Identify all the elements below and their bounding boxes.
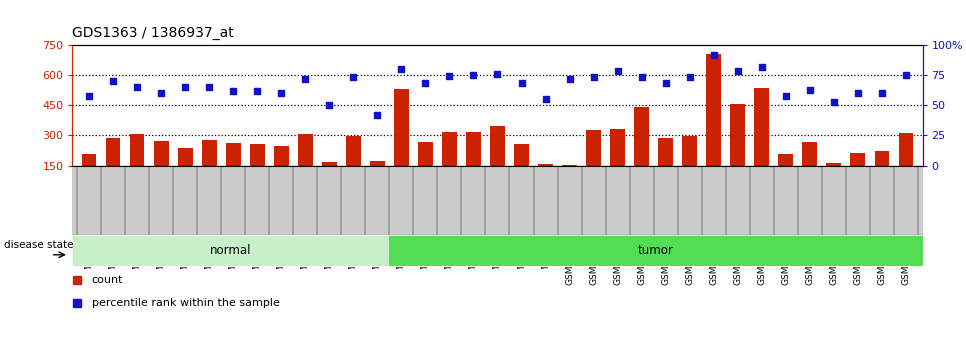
Bar [491,126,504,196]
Point [898,72,914,78]
Bar [611,129,625,196]
Bar [874,150,889,196]
Point [178,85,193,90]
Point [81,93,97,98]
Point [466,72,481,78]
Point [778,93,793,98]
Bar [730,104,745,196]
Text: tumor: tumor [638,244,673,257]
Point [273,90,289,96]
Point [514,81,529,86]
Point [249,88,265,93]
Bar [370,160,384,196]
Point [658,81,673,86]
Point [753,64,769,69]
Point [298,76,313,81]
Bar [659,138,672,196]
Bar [178,148,192,196]
Point [538,96,554,102]
Point [370,112,385,118]
Bar [130,135,145,196]
Point [417,81,433,86]
Bar [706,54,721,196]
Bar [323,161,336,196]
Bar [586,130,601,196]
Bar [898,134,913,196]
Bar [827,162,840,196]
Text: count: count [92,275,124,285]
Point [226,88,242,93]
Point [105,78,121,84]
Bar [682,136,696,196]
Point [129,85,145,90]
Bar [394,89,409,196]
Bar [442,132,457,196]
Point [154,90,169,96]
Point [682,75,697,80]
Bar [562,165,577,196]
Bar [298,135,313,196]
Point [562,76,578,81]
Bar [779,154,793,196]
Point [850,90,866,96]
Point [441,73,457,79]
Bar [202,140,216,196]
Text: normal: normal [210,244,251,257]
Bar [635,107,649,196]
Point [202,85,217,90]
Text: disease state: disease state [4,240,73,250]
Point [610,69,625,74]
Text: percentile rank within the sample: percentile rank within the sample [92,298,279,308]
Point [585,75,601,80]
Point [346,75,361,80]
Bar [106,138,121,196]
Bar [514,145,528,196]
Bar [803,142,817,196]
Point [730,69,746,74]
Bar [850,152,865,196]
Point [706,52,722,57]
Bar [754,88,769,196]
Point [490,71,505,77]
Point [874,90,890,96]
Point [826,99,841,105]
Bar [418,142,433,196]
Bar [82,154,97,196]
Point [634,75,649,80]
Bar [538,164,553,196]
Text: GDS1363 / 1386937_at: GDS1363 / 1386937_at [72,26,234,40]
Point [802,87,817,92]
Bar [155,141,168,196]
Bar [274,147,289,196]
Point [394,66,410,72]
Bar [467,132,481,196]
Bar [226,144,241,196]
Point [322,102,337,108]
Bar [346,136,360,196]
Bar [250,145,265,196]
